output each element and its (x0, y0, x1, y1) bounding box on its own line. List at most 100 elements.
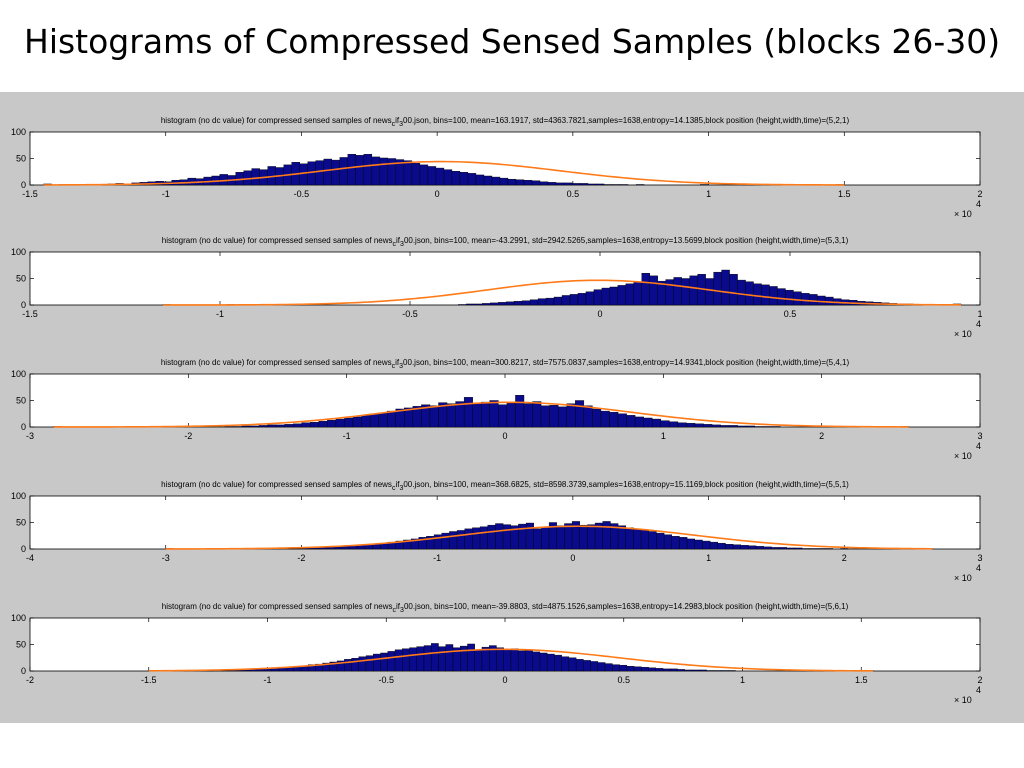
x-tick-label: -2 (297, 553, 305, 563)
x-tick-label: 2 (842, 553, 847, 563)
title-text: histogram (no dc value) for compressed s… (162, 236, 393, 245)
histogram-bar (673, 277, 682, 306)
title-subscript: 3 (400, 241, 404, 248)
x-tick-label: -0.5 (402, 309, 418, 319)
histogram-bar (443, 169, 453, 186)
title-text: 00.json, bins=100, mean=368.6825, std=85… (403, 480, 849, 489)
histogram-bar (365, 655, 374, 672)
x-exponent-label: 4 (976, 563, 981, 573)
histogram-bar (242, 669, 251, 672)
histogram-bar (523, 403, 533, 428)
histogram-bar (746, 425, 756, 428)
fitted-normal-curve (43, 160, 845, 186)
histogram-bar (634, 416, 644, 428)
x-tick-label: -1.5 (22, 189, 38, 199)
histogram-bar (549, 405, 559, 428)
histogram-bar (539, 652, 548, 672)
histogram-bar (482, 303, 491, 306)
title-subscript: c (392, 121, 396, 128)
x-tick-label: -0.5 (294, 189, 310, 199)
histogram-bar (809, 548, 818, 550)
histogram-bar (466, 303, 475, 306)
y-tick-label: 100 (11, 491, 26, 501)
histogram-bar (699, 669, 707, 672)
histogram-bar (339, 157, 349, 186)
histogram-bar (558, 406, 567, 428)
histogram-bar (595, 183, 605, 186)
histogram-bar (513, 301, 523, 306)
histogram-bar (649, 275, 658, 306)
title-subscript: c (392, 363, 396, 370)
histogram-bar (793, 291, 802, 306)
histogram-bar (449, 531, 458, 550)
histogram-bar (545, 297, 555, 306)
title-text: 00.json, bins=100, mean=163.1917, std=43… (403, 116, 849, 125)
title-text: 00.json, bins=100, mean=-39.8803, std=48… (404, 602, 849, 611)
histogram-bar (686, 423, 696, 428)
histogram-bar (602, 521, 611, 550)
panel-title: histogram (no dc value) for compressed s… (161, 116, 850, 128)
histogram-bar (593, 289, 603, 306)
histogram-bar (655, 668, 664, 672)
histogram-bar (619, 664, 628, 672)
histogram-bar (474, 649, 483, 672)
histogram-bar (587, 524, 596, 550)
histogram-bar (327, 419, 337, 428)
histogram-bar (604, 663, 613, 672)
histogram-bar (737, 425, 747, 428)
y-tick-label: 50 (16, 640, 26, 650)
histogram-panel-3: histogram (no dc value) for compressed s… (11, 358, 983, 461)
histogram-bar (684, 669, 693, 672)
histogram-bar (728, 670, 736, 672)
histogram-bar (801, 548, 811, 550)
histogram-bar (763, 546, 772, 550)
histogram-bar (713, 271, 722, 306)
histogram-bar (363, 154, 373, 186)
x-tick-label: 1 (977, 309, 982, 319)
histogram-bar (467, 173, 477, 186)
histogram-bar (561, 656, 570, 672)
histogram-bar (569, 294, 579, 306)
histogram-bar (532, 651, 541, 672)
histogram-bar (694, 423, 704, 428)
histogram-bar (626, 415, 636, 428)
x-tick-label: -1 (343, 431, 351, 441)
histogram-bar (761, 284, 770, 306)
histogram-bar (315, 160, 325, 186)
histogram-bar (748, 545, 757, 550)
histogram-bar (691, 669, 700, 672)
histogram-bar (472, 527, 481, 550)
histogram-bar (423, 645, 432, 672)
histogram-bar (241, 425, 251, 428)
x-tick-label: 2 (977, 675, 982, 685)
fitted-normal-curve (148, 648, 874, 672)
histogram-bar (755, 546, 765, 550)
title-text: histogram (no dc value) for compressed s… (162, 602, 393, 611)
histogram-bar (617, 413, 627, 428)
histogram-bar (711, 424, 721, 428)
histogram-bar (777, 288, 786, 306)
histogram-bar (344, 417, 354, 428)
histogram-bar (318, 420, 328, 428)
title-subscript: 3 (400, 607, 404, 614)
histogram-bar (732, 544, 742, 550)
histogram-bar (641, 272, 650, 306)
histogram-bar (786, 547, 795, 550)
histogram-bar (301, 422, 311, 428)
histogram-bar (463, 397, 473, 428)
histogram-bar (705, 278, 714, 306)
histogram-bar (625, 527, 634, 550)
y-tick-label: 100 (11, 247, 26, 257)
slide-title: Histograms of Compressed Sensed Samples … (24, 22, 1001, 61)
histogram-bar (481, 646, 490, 672)
histogram-bar (583, 405, 593, 428)
histogram-bar (713, 670, 722, 672)
histogram-bar (754, 426, 764, 428)
fitted-normal-curve (163, 279, 962, 306)
x-tick-label: 1 (706, 189, 711, 199)
histogram-bar (571, 183, 581, 186)
title-text: histogram (no dc value) for compressed s… (161, 358, 392, 367)
histogram-bar (703, 424, 713, 428)
title-subscript: c (393, 241, 397, 248)
y-tick-label: 100 (11, 613, 26, 623)
